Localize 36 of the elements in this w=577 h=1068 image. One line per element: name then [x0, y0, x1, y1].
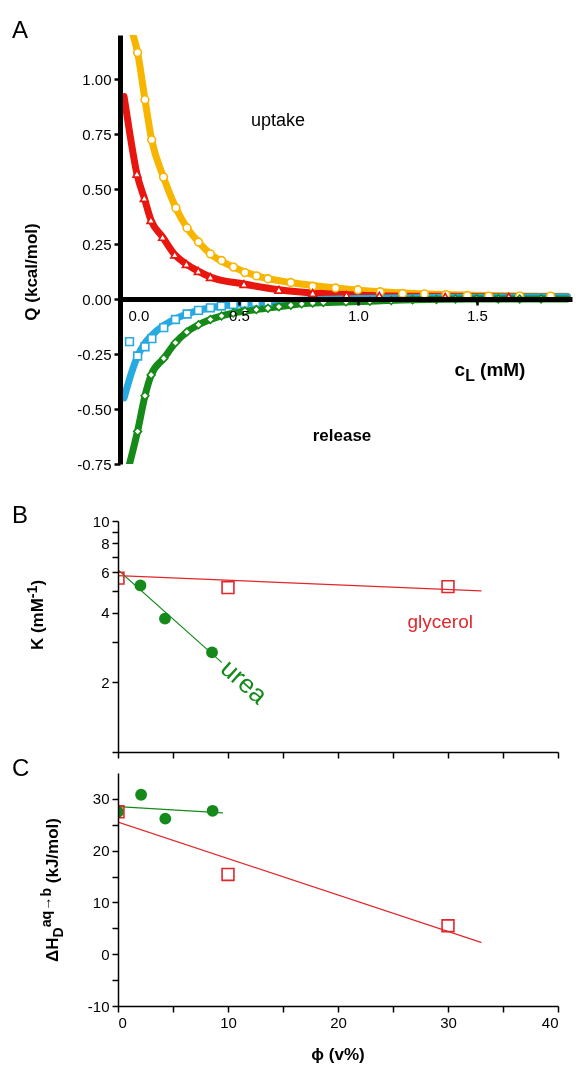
y-tick-label: -10	[87, 997, 110, 1015]
y-tick-label: 6	[101, 563, 110, 581]
x-tick-label: 20	[330, 1013, 347, 1031]
chart-title: A	[12, 16, 29, 44]
x-axis-title: ϕ (v%)	[311, 1045, 365, 1065]
y-tick-label: 0.75	[82, 125, 112, 143]
x-tick-label: 1.0	[347, 306, 369, 324]
series-label: glycerol	[407, 610, 473, 632]
chart-title: C	[12, 754, 30, 782]
x-axis-title: c$_{L}$ (mM)	[454, 359, 526, 385]
y-tick-label: 10	[92, 893, 110, 911]
x-tick-label: 1.5	[466, 306, 488, 324]
y-tick-label: -0.50	[77, 400, 112, 418]
y-axis-title: Q (kcal/mol)	[22, 223, 42, 321]
y-tick-label: 0.25	[82, 235, 112, 253]
y-tick-label: 2	[101, 673, 110, 691]
y-tick-label: 30	[92, 790, 110, 808]
y-tick-label: 20	[92, 842, 110, 860]
x-tick-label: 10	[220, 1013, 237, 1031]
y-tick-label: 10	[92, 512, 110, 530]
y-tick-label: 0.50	[82, 180, 112, 198]
x-tick-label: 0.0	[128, 306, 150, 324]
y-tick-label: -0.25	[77, 345, 112, 363]
chart-title: B	[12, 501, 29, 529]
annotation: release	[312, 426, 372, 446]
x-tick-label: 40	[541, 1013, 559, 1031]
text: urea	[215, 652, 275, 711]
y-tick-label: -0.75	[77, 455, 112, 473]
y-tick-label: 1.00	[82, 70, 112, 88]
y-tick-label: 0	[101, 945, 110, 963]
y-tick-label: 0.00	[82, 290, 112, 308]
annotation: uptake	[250, 109, 306, 131]
x-tick-label: 0	[118, 1013, 127, 1031]
y-tick-label: 4	[101, 604, 110, 622]
y-tick-label: 8	[101, 534, 110, 552]
x-tick-label: 30	[440, 1013, 457, 1031]
